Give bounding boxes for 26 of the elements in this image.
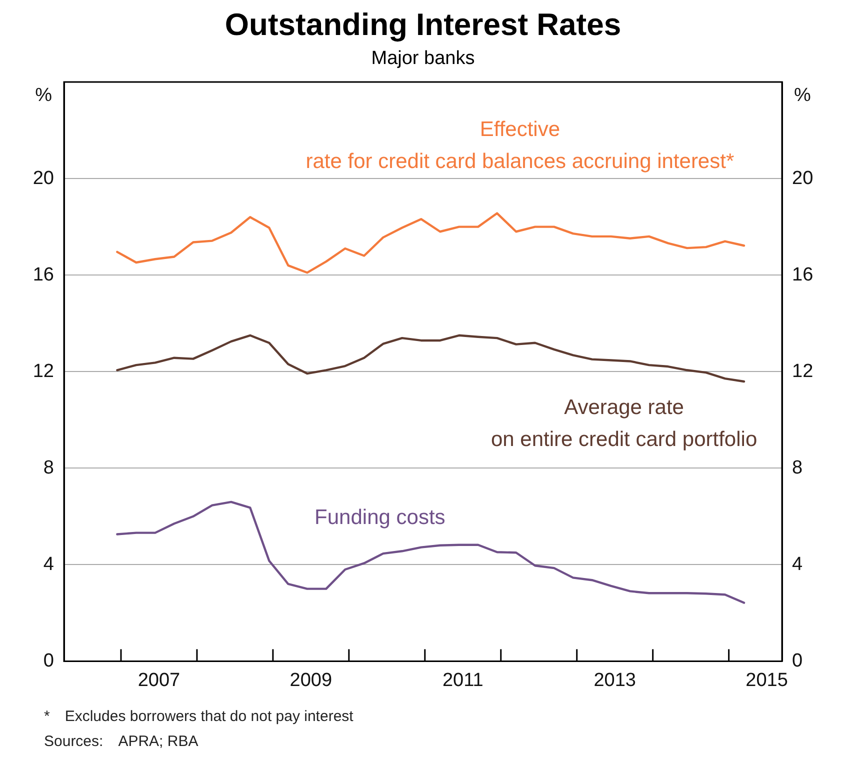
y2-tick-label: 12	[792, 360, 814, 382]
y2-tick-label: 0	[792, 650, 803, 672]
x-tick-label: 2009	[290, 670, 332, 691]
y-tick-label: 8	[43, 457, 54, 478]
x-tick-label: 2007	[138, 670, 180, 691]
series-label: Average rate on entire credit card portfolio	[490, 396, 758, 451]
chart-subtitle: Major banks	[371, 48, 475, 69]
x-tick-label: 2013	[594, 670, 636, 691]
x-tick-label: 2011	[442, 670, 484, 691]
y2-tick-label: 4	[792, 554, 803, 575]
y-tick-label: 20	[32, 168, 54, 189]
y-tick-label: 4	[43, 554, 54, 575]
y2-tick-label: 8	[792, 457, 803, 478]
series-label: Funding costs	[314, 506, 446, 530]
y-axis-title: %	[35, 85, 52, 106]
source-note: Sources: APRA; RBA	[44, 732, 200, 752]
text: * Excludes borrowers that do not pay interest	[44, 707, 354, 727]
y2-tick-label: 20	[792, 168, 814, 189]
y-tick-label: 0	[43, 650, 54, 672]
y-tick-label: 12	[32, 360, 54, 382]
chart-title: Outstanding Interest Rates	[224, 7, 622, 42]
text: Effective rate for credit card balances accruing interest*	[306, 118, 734, 173]
y2-tick-label: 16	[792, 264, 814, 286]
y-tick-label: 16	[32, 264, 54, 286]
x-tick-label: 2015	[746, 670, 788, 691]
y2-axis-title: %	[794, 85, 811, 106]
